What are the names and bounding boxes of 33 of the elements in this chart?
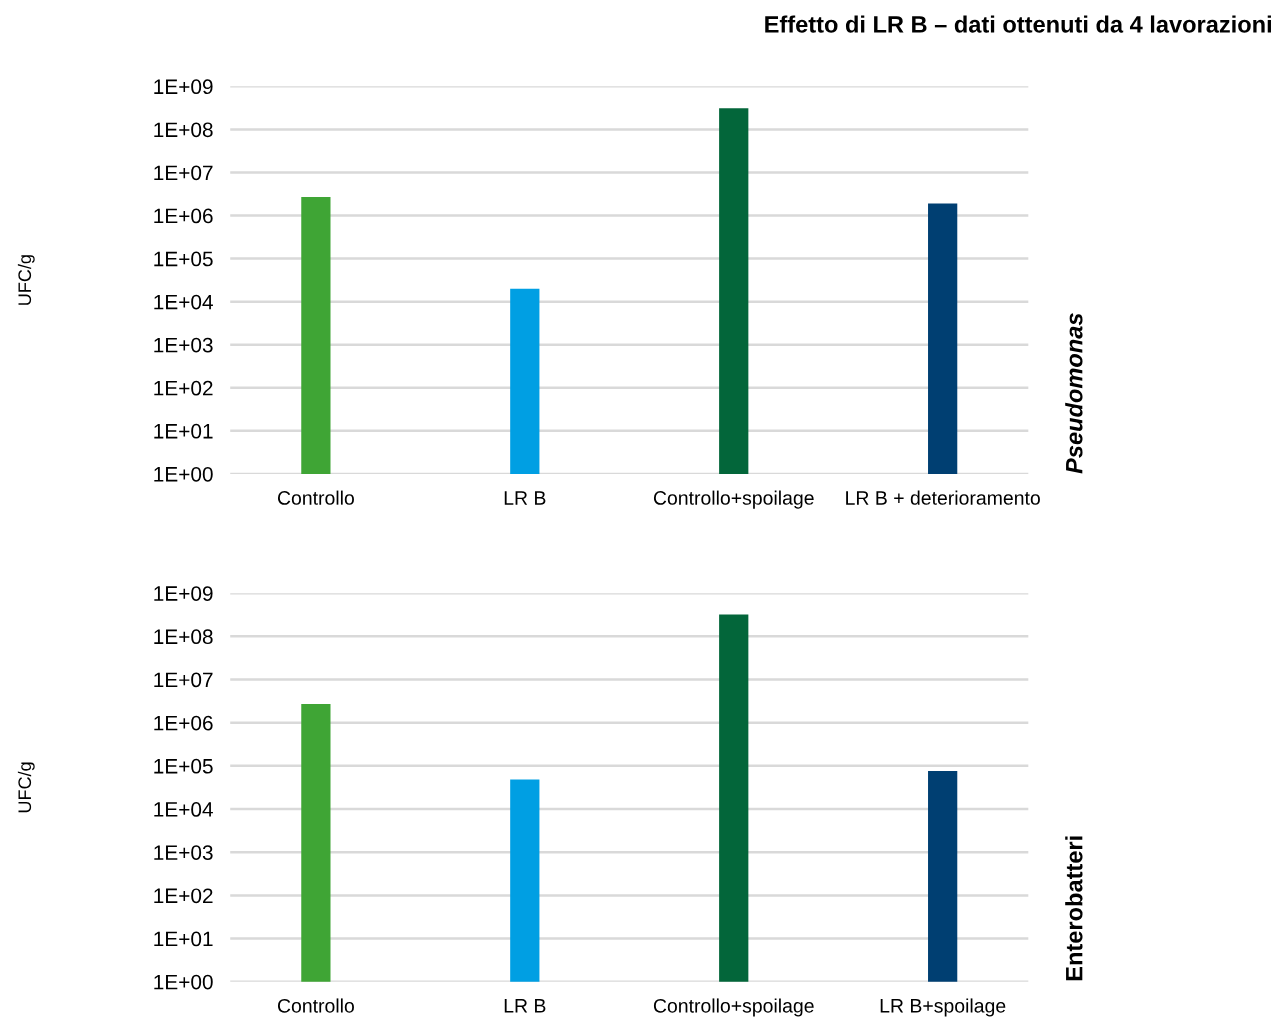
y-tick-label: 1E+06 bbox=[154, 208, 213, 224]
y-tick-label: 1E+07 bbox=[154, 165, 213, 181]
x-tick-label: Controllo bbox=[277, 490, 354, 505]
text: Pseudomonas bbox=[1065, 313, 1083, 474]
y-tick-label: 1E+08 bbox=[154, 122, 213, 138]
chart-title: Effetto di LR B – dati ottenuti da 4 lavorazioni bbox=[765, 15, 1271, 33]
x-tick-label: LR B + deterioramento bbox=[846, 490, 1040, 505]
y-tick-label: 1E+02 bbox=[154, 888, 213, 904]
y-axis-title: UFC/g bbox=[17, 762, 35, 813]
y-axis-title: UFC/g bbox=[17, 255, 35, 305]
y-tick-label: 1E+03 bbox=[154, 337, 213, 353]
x-tick-label: Controllo+spoilage bbox=[653, 998, 814, 1017]
y-tick-label: 1E+05 bbox=[154, 251, 213, 267]
y-tick-label: 1E+00 bbox=[154, 974, 213, 990]
x-tick-label: LR B bbox=[504, 999, 546, 1013]
y-tick-label: 1E+02 bbox=[154, 380, 213, 396]
y-tick-label: 1E+09 bbox=[154, 586, 213, 601]
y-tick-label: 1E+01 bbox=[154, 931, 213, 947]
y-tick-label: 1E+01 bbox=[154, 423, 213, 439]
y-tick-label: 1E+06 bbox=[154, 715, 213, 731]
x-tick-label: Controllo bbox=[277, 998, 354, 1013]
x-tick-label: LR B+spoilage bbox=[880, 998, 1006, 1017]
y-tick-label: 1E+03 bbox=[154, 845, 213, 860]
x-tick-label: Controllo+spoilage bbox=[653, 490, 814, 509]
y-tick-label: 1E+04 bbox=[154, 294, 213, 310]
y-tick-label: 1E+08 bbox=[154, 629, 213, 645]
y-tick-label: 1E+09 bbox=[154, 79, 213, 95]
x-tick-label: LR B bbox=[504, 491, 546, 505]
y-tick-label: 1E+07 bbox=[154, 672, 213, 688]
text: Enterobatteri bbox=[1065, 836, 1083, 981]
y-tick-label: 1E+00 bbox=[154, 466, 213, 482]
y-tick-label: 1E+05 bbox=[154, 758, 213, 774]
y-tick-label: 1E+04 bbox=[154, 802, 213, 817]
